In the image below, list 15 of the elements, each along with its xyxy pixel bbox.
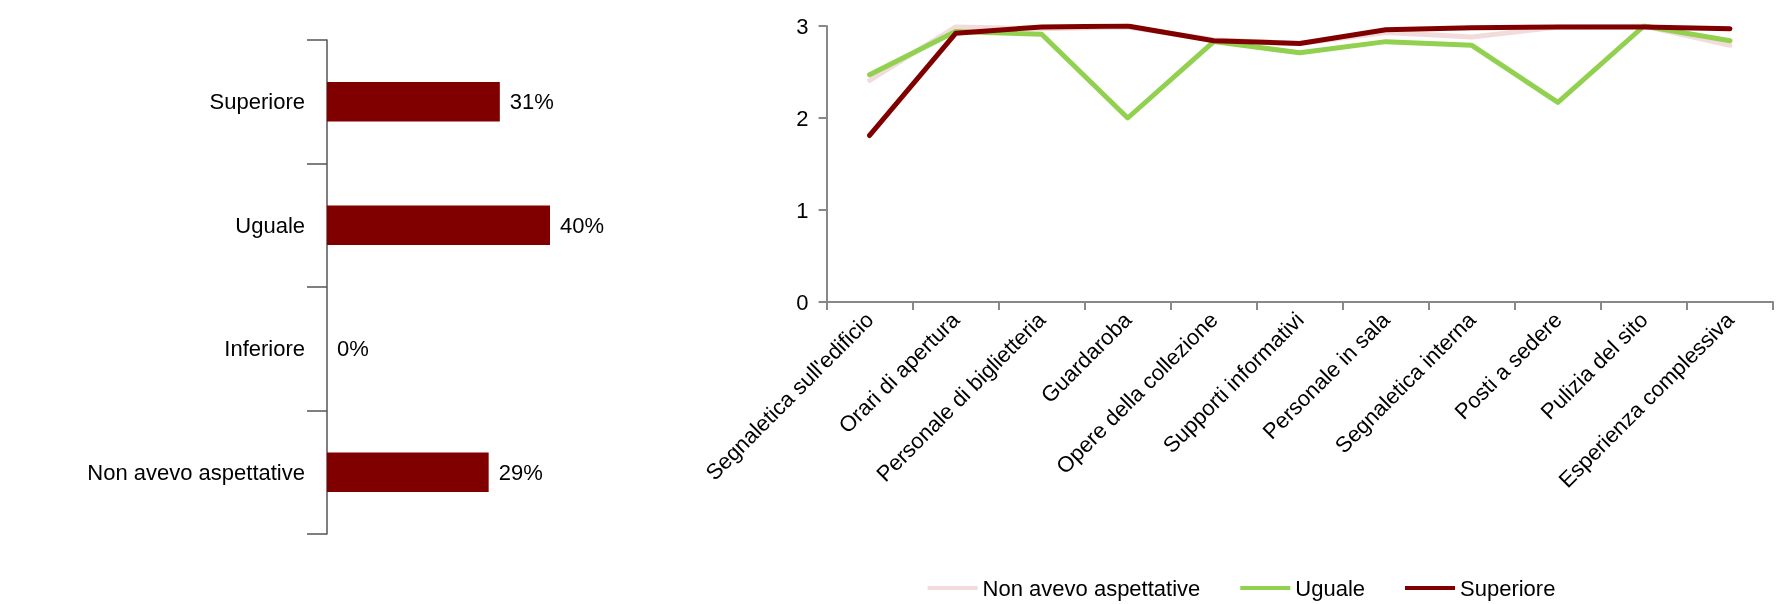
- y-tick-label: 1: [796, 197, 809, 223]
- data-label: 40%: [560, 212, 605, 238]
- legend-label: Non avevo aspettative: [982, 575, 1201, 601]
- y-tick-label: 0: [796, 289, 809, 315]
- y-tick-label: Uguale: [235, 212, 305, 238]
- data-label: 31%: [509, 89, 554, 115]
- data-label: 0%: [337, 336, 369, 362]
- legend-label: Uguale: [1295, 575, 1366, 601]
- data-label: 29%: [498, 459, 543, 485]
- y-tick-label: Non avevo aspettative: [87, 459, 305, 485]
- y-tick-label: Inferiore: [224, 336, 305, 362]
- y-tick-label: 2: [796, 105, 809, 131]
- y-tick-label: Superiore: [209, 89, 305, 115]
- legend-label: Superiore: [1460, 575, 1556, 601]
- y-tick-label: 3: [796, 13, 809, 39]
